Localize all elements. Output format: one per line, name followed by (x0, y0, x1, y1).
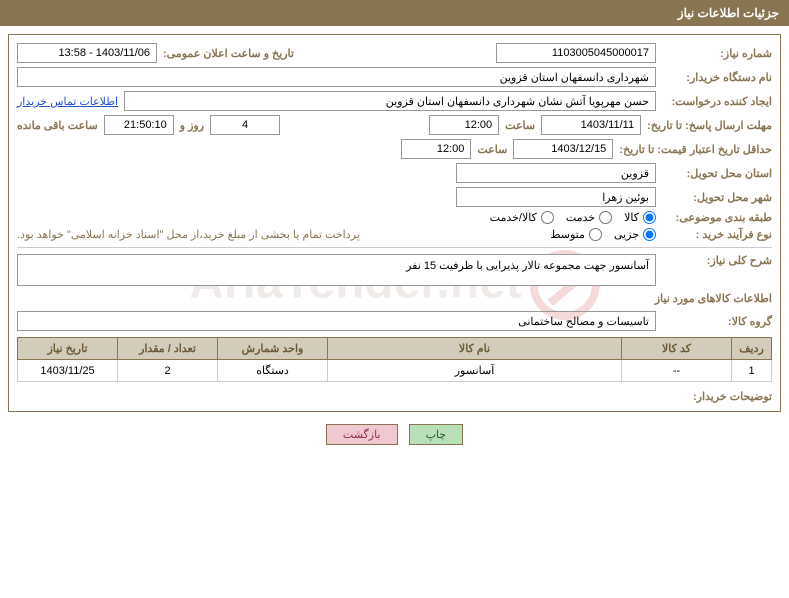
td-date: 1403/11/25 (18, 360, 118, 382)
goods-group-field: تاسیسات و مصالح ساختمانی (17, 311, 656, 331)
buyer-notes-label: توضیحات خریدار: (662, 390, 772, 403)
days-field: 4 (210, 115, 280, 135)
category-radio-group: کالا خدمت کالا/خدمت (490, 211, 656, 224)
remaining-time-field: 21:50:10 (104, 115, 174, 135)
requester-label: ایجاد کننده درخواست: (662, 95, 772, 108)
validity-time-field: 12:00 (401, 139, 471, 159)
days-and-label: روز و (180, 119, 204, 132)
deadline-label: مهلت ارسال پاسخ: تا تاریخ: (647, 119, 772, 132)
general-desc-label: شرح کلی نیاز: (662, 254, 772, 267)
contact-link[interactable]: اطلاعات تماس خریدار (17, 95, 118, 108)
validity-label: حداقل تاریخ اعتبار قیمت: تا تاریخ: (619, 143, 772, 156)
form-container: شماره نیاز: 1103005045000017 تاریخ و ساع… (8, 34, 781, 412)
td-unit: دستگاه (218, 360, 328, 382)
cat-goods-input[interactable] (643, 211, 656, 224)
deadline-time-field: 12:00 (429, 115, 499, 135)
cat-goods-service-radio[interactable]: کالا/خدمت (490, 211, 554, 224)
payment-note: پرداخت تمام یا بخشی از مبلغ خرید،از محل … (17, 228, 360, 241)
validity-date-field: 1403/12/15 (513, 139, 613, 159)
td-qty: 2 (118, 360, 218, 382)
pt-medium-input[interactable] (589, 228, 602, 241)
category-label: طبقه بندی موضوعی: (662, 211, 772, 224)
need-number-label: شماره نیاز: (662, 47, 772, 60)
buyer-org-label: نام دستگاه خریدار: (662, 71, 772, 84)
delivery-city-label: شهر محل تحویل: (662, 191, 772, 204)
page-header: جزئیات اطلاعات نیاز (0, 0, 789, 26)
cat-service-radio[interactable]: خدمت (566, 211, 612, 224)
deadline-date-field: 1403/11/11 (541, 115, 641, 135)
buyer-org-field: شهرداری دانسفهان استان قزوین (17, 67, 656, 87)
back-button[interactable]: بازگشت (326, 424, 398, 445)
purchase-type-radio-group: جزیی متوسط (550, 228, 656, 241)
td-code: -- (622, 360, 732, 382)
need-number-field: 1103005045000017 (496, 43, 656, 63)
td-row: 1 (732, 360, 772, 382)
goods-table: ردیف کد کالا نام کالا واحد شمارش تعداد /… (17, 337, 772, 382)
goods-info-title: اطلاعات کالاهای مورد نیاز (17, 292, 772, 305)
delivery-province-field: قزوین (456, 163, 656, 183)
goods-group-label: گروه کالا: (662, 315, 772, 328)
general-desc-field: آسانسور جهت مجموعه تالار پذیرایی با ظرفی… (17, 254, 656, 286)
th-name: نام کالا (328, 338, 622, 360)
requester-field: حسن مهرپویا آتش نشان شهرداری دانسفهان اس… (124, 91, 656, 111)
time-label-1: ساعت (505, 119, 535, 132)
th-row: ردیف (732, 338, 772, 360)
delivery-province-label: استان محل تحویل: (662, 167, 772, 180)
table-row: 1 -- آسانسور دستگاه 2 1403/11/25 (18, 360, 772, 382)
time-label-2: ساعت (477, 143, 507, 156)
page-title: جزئیات اطلاعات نیاز (678, 6, 779, 20)
divider-1 (17, 247, 772, 248)
pt-partial-input[interactable] (643, 228, 656, 241)
cat-goods-service-input[interactable] (541, 211, 554, 224)
th-qty: تعداد / مقدار (118, 338, 218, 360)
pt-medium-radio[interactable]: متوسط (550, 228, 602, 241)
announce-label: تاریخ و ساعت اعلان عمومی: (163, 47, 294, 60)
th-unit: واحد شمارش (218, 338, 328, 360)
print-button[interactable]: چاپ (409, 424, 464, 445)
th-code: کد کالا (622, 338, 732, 360)
th-date: تاریخ نیاز (18, 338, 118, 360)
cat-goods-radio[interactable]: کالا (624, 211, 656, 224)
announce-field: 1403/11/06 - 13:58 (17, 43, 157, 63)
button-bar: چاپ بازگشت (0, 424, 789, 453)
remaining-label: ساعت باقی مانده (17, 119, 98, 132)
table-header-row: ردیف کد کالا نام کالا واحد شمارش تعداد /… (18, 338, 772, 360)
delivery-city-field: بوئین زهرا (456, 187, 656, 207)
td-name: آسانسور (328, 360, 622, 382)
purchase-type-label: نوع فرآیند خرید : (662, 228, 772, 241)
pt-partial-radio[interactable]: جزیی (614, 228, 656, 241)
cat-service-input[interactable] (599, 211, 612, 224)
